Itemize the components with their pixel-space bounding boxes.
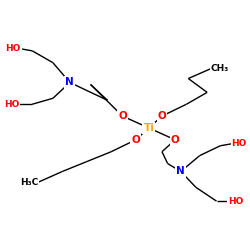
Text: HO: HO	[4, 100, 19, 109]
Text: Ti: Ti	[144, 123, 154, 133]
Text: HO: HO	[228, 197, 243, 206]
Text: H₃C: H₃C	[20, 178, 38, 187]
Text: O: O	[118, 111, 127, 121]
Text: O: O	[171, 135, 179, 145]
Text: N: N	[176, 166, 185, 176]
Text: O: O	[131, 135, 140, 145]
Text: N: N	[66, 78, 74, 88]
Text: O: O	[158, 111, 166, 121]
Text: HO: HO	[6, 44, 21, 53]
Text: HO: HO	[232, 139, 247, 148]
Text: CH₃: CH₃	[211, 64, 229, 73]
